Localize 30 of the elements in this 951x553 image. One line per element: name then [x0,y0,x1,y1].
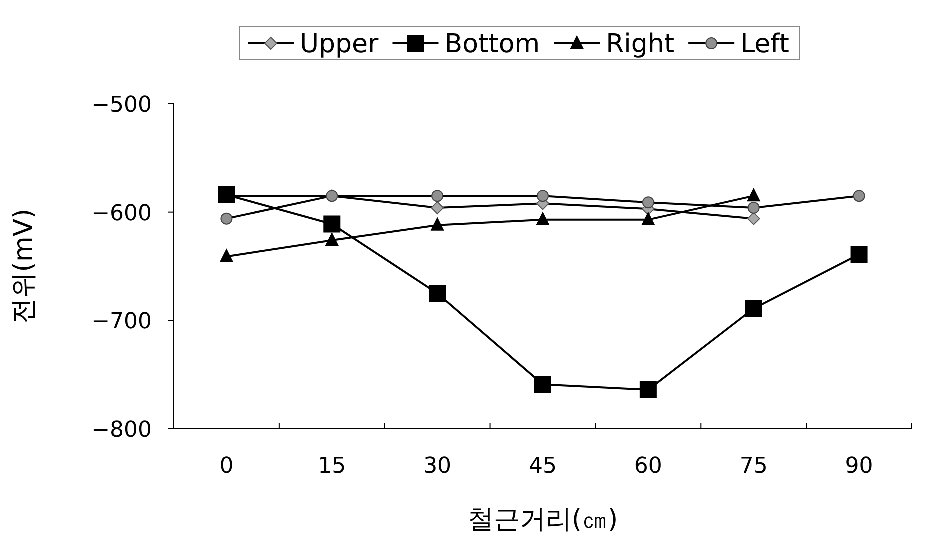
y-tick-label: −600 [92,201,152,226]
x-tick-label: 30 [424,454,452,479]
point [640,382,657,398]
point [220,249,234,262]
point [642,212,655,226]
x-tick-label: 45 [529,454,557,479]
y-tick-label: −800 [92,418,152,443]
y-tick-label: −500 [92,93,152,118]
legend-label: Bottom [444,30,540,60]
legend-label: Right [606,30,675,60]
point [429,285,446,302]
legend-label: Upper [300,30,380,60]
x-tick-label: 90 [845,454,874,479]
point [218,186,236,204]
legend-label: Left [740,30,790,60]
y-axis-title: 전위(mV) [9,208,39,324]
x-axis-title: 철근거리(㎝) [468,505,618,535]
x-tick-label: 0 [220,454,234,479]
point [326,233,339,246]
point [534,376,552,394]
point [745,300,762,318]
x-tick-label: 15 [318,454,346,479]
point [536,212,550,226]
y-tick-label: −700 [92,310,152,335]
point [431,218,444,231]
point [747,188,760,202]
point [324,216,341,233]
point [850,246,868,264]
x-tick-label: 75 [740,454,768,479]
x-tick-label: 60 [634,454,662,479]
